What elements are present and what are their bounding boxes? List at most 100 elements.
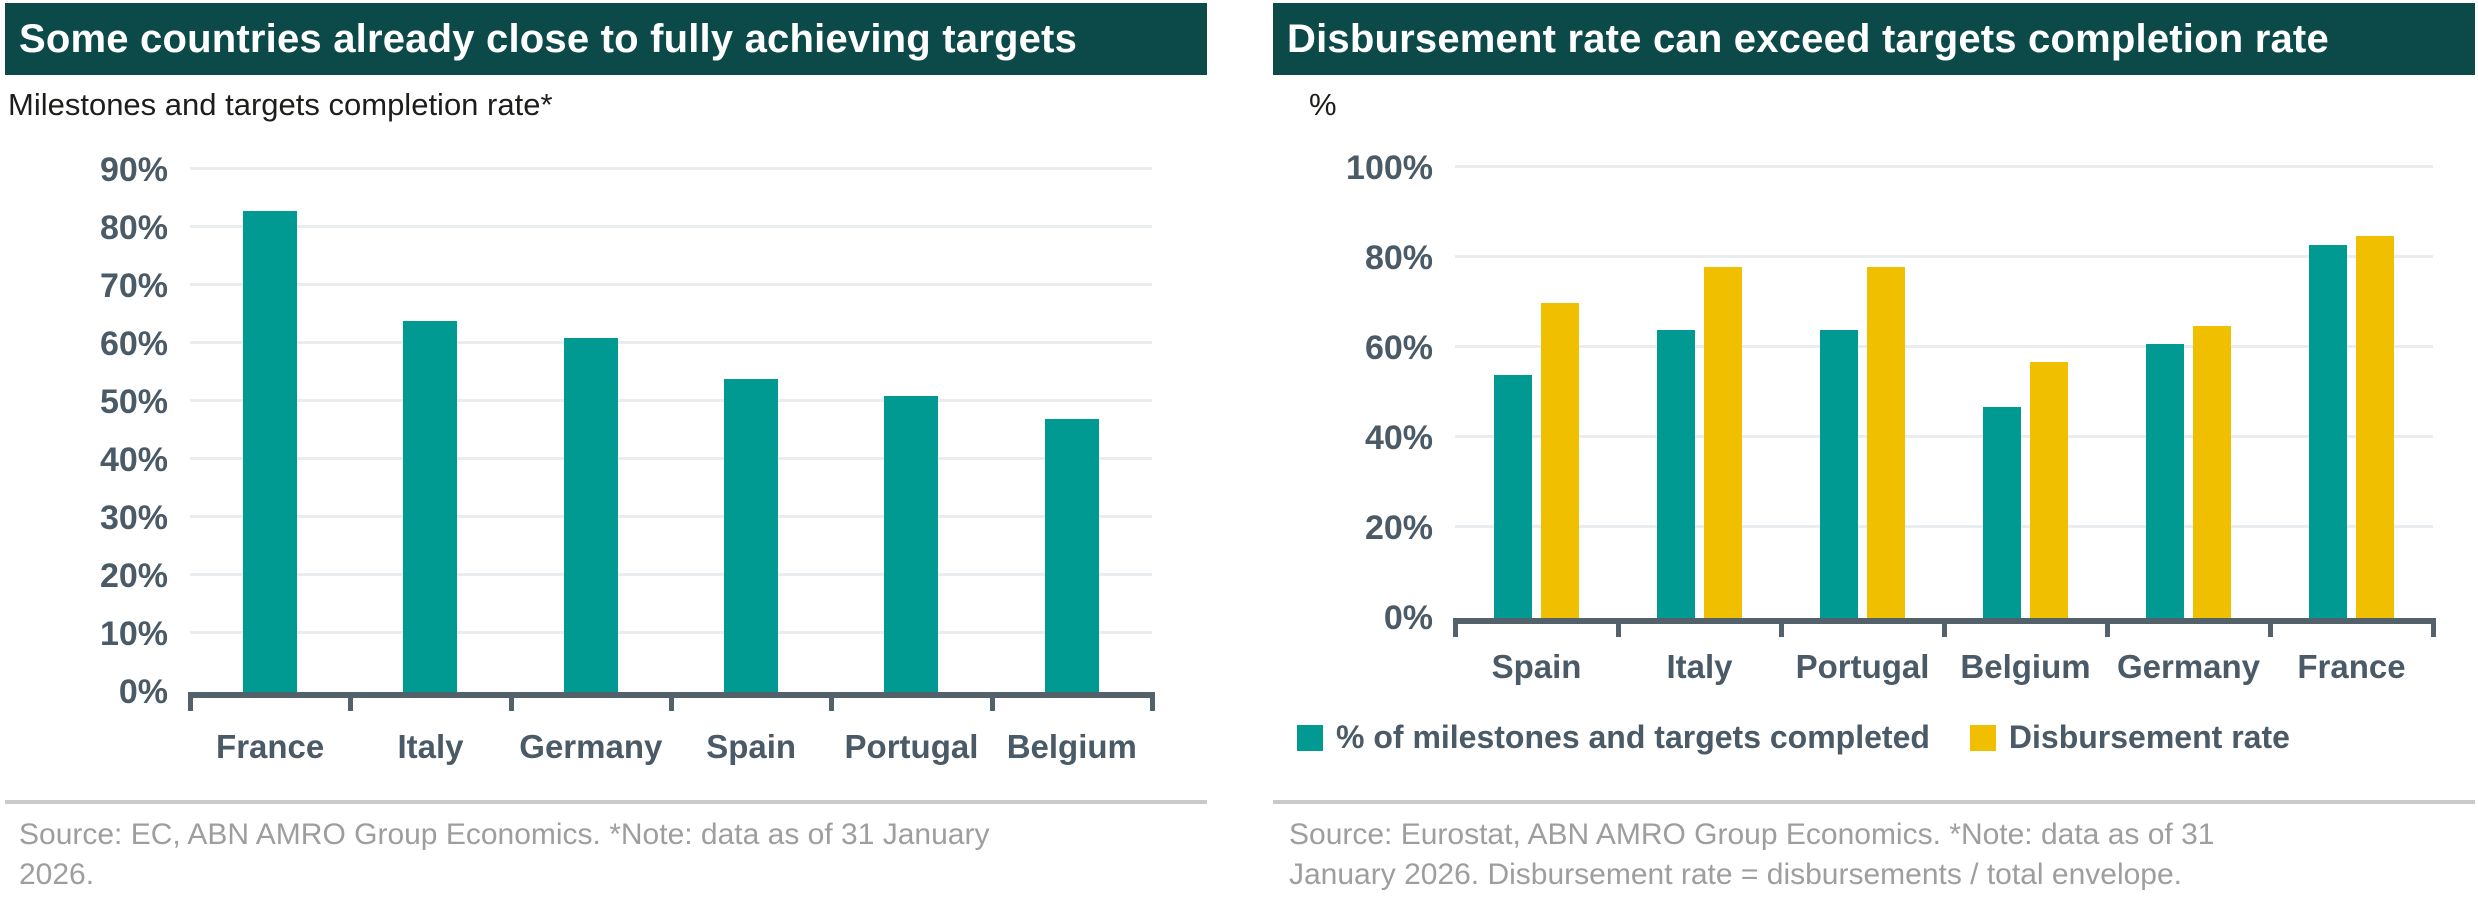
right-source-note: Source: Eurostat, ABN AMRO Group Economi… — [1289, 815, 2467, 895]
right-chart-y-axis: 100% 80% 60% 40% 20% 0% — [1273, 149, 1433, 637]
left-source-divider — [5, 800, 1207, 804]
x-label-france: France — [2297, 648, 2406, 685]
x-axis-tick-0 — [188, 692, 193, 711]
y-tick-label-20: 20% — [99, 557, 168, 596]
x-axis-tick-6 — [2431, 618, 2436, 637]
x-axis-tick-2 — [508, 692, 514, 711]
right-chart-legend: % of milestones and targets completed Dis… — [1297, 719, 2475, 756]
left-source-note: Source: EC, ABN AMRO Group Economics. *N… — [19, 815, 1199, 895]
bar-milestones-and-targets-completion-rate-spain — [724, 378, 779, 692]
left-source-line2: 2026. — [19, 858, 95, 891]
bar-group-belgium — [992, 170, 1152, 692]
legend-swatch-of-milestones-and-targets-completed — [1297, 724, 1323, 751]
right-bar-chart: 100% 80% 60% 40% 20% 0% Spain Italy Portugal Bel… — [1273, 3, 2475, 783]
bar-group-spain — [671, 170, 831, 692]
bar-of-milestones-and-targets-completed-germany — [2146, 343, 2184, 618]
bar-group-italy — [1618, 168, 1781, 618]
gridline-50 — [190, 399, 1152, 402]
x-label-belgium: Belgium — [1006, 728, 1137, 765]
left-bar-chart: 90% 80% 70% 60% 50% 40% 30% 20% 10% 0% France Ital… — [5, 3, 1207, 783]
bar-milestones-and-targets-completion-rate-france — [243, 210, 298, 692]
bar-disbursement-rate-italy — [1704, 267, 1742, 618]
y-tick-label-0: 0% — [1383, 599, 1433, 637]
y-tick-label-90: 90% — [99, 151, 168, 189]
left-chart-title-bar: Some countries already close to fully ac… — [5, 3, 1207, 75]
right-source-line2: January 2026. Disbursement rate = disbur… — [1289, 858, 2182, 891]
gridline-60 — [1455, 345, 2433, 348]
bar-disbursement-rate-germany — [2193, 325, 2231, 618]
bar-group-belgium — [1944, 168, 2107, 618]
x-label-spain: Spain — [1491, 648, 1582, 685]
bar-milestones-and-targets-completion-rate-germany — [563, 338, 618, 692]
y-tick-label-30: 30% — [99, 499, 168, 538]
x-axis-tick-2 — [1778, 618, 1784, 637]
x-label-belgium: Belgium — [1960, 648, 2091, 685]
bar-group-france — [190, 170, 350, 692]
bar-disbursement-rate-portugal — [1867, 267, 1905, 618]
bar-group-portugal — [831, 170, 991, 692]
right-chart-x-axis: Spain Italy Portugal Belgium Germany France — [1455, 645, 2433, 689]
left-chart-panel: Some countries already close to fully ac… — [5, 3, 1207, 903]
gridline-70 — [190, 283, 1152, 286]
y-tick-label-50: 50% — [99, 383, 168, 421]
legend-item-of-milestones-and-targets-completed: % of milestones and targets completed — [1297, 719, 1930, 756]
right-chart-plot-area — [1453, 165, 2436, 637]
gridline-20 — [1455, 525, 2433, 528]
gridline-90 — [190, 167, 1152, 170]
bar-of-milestones-and-targets-completed-belgium — [1983, 406, 2021, 618]
left-chart-subtitle: Milestones and targets completion rate* — [8, 87, 553, 122]
x-label-france: France — [216, 728, 325, 765]
gridline-40 — [1455, 435, 2433, 438]
bar-milestones-and-targets-completion-rate-portugal — [884, 396, 939, 692]
bar-milestones-and-targets-completion-rate-belgium — [1044, 419, 1099, 692]
right-chart-title-bar: Disbursement rate can exceed targets com… — [1273, 3, 2475, 75]
y-tick-label-40: 40% — [1364, 419, 1433, 457]
x-label-portugal: Portugal — [1795, 648, 1930, 685]
legend-swatch-disbursement-rate — [1969, 724, 1996, 751]
bar-of-milestones-and-targets-completed-france — [2309, 244, 2347, 618]
y-tick-label-80: 80% — [1364, 239, 1433, 277]
bar-group-portugal — [1781, 168, 1944, 618]
gridline-30 — [190, 515, 1152, 518]
right-chart-title: Disbursement rate can exceed targets com… — [1287, 16, 2329, 61]
y-tick-label-40: 40% — [99, 441, 168, 480]
gridline-100 — [1455, 165, 2433, 168]
bar-disbursement-rate-spain — [1541, 303, 1579, 618]
gridline-80 — [190, 225, 1152, 228]
left-chart-plot-area — [188, 167, 1155, 711]
bar-milestones-and-targets-completion-rate-italy — [403, 320, 458, 692]
bar-group-germany — [511, 170, 671, 692]
y-tick-label-70: 70% — [99, 267, 168, 305]
left-chart-x-axis: France Italy Germany Spain Portugal Belgium — [190, 725, 1152, 769]
x-axis-tick-0 — [1453, 618, 1458, 637]
left-chart-y-axis: 90% 80% 70% 60% 50% 40% 30% 20% 10% 0% — [5, 151, 168, 711]
bar-disbursement-rate-belgium — [2030, 361, 2068, 618]
left-chart-title: Some countries already close to fully ac… — [19, 16, 1078, 61]
y-tick-label-10: 10% — [99, 615, 168, 654]
bar-of-milestones-and-targets-completed-spain — [1494, 375, 1532, 618]
right-chart-panel: Disbursement rate can exceed targets com… — [1273, 3, 2475, 903]
gridline-20 — [190, 573, 1152, 576]
x-label-spain: Spain — [706, 728, 797, 765]
right-source-divider — [1273, 800, 2475, 804]
bar-of-milestones-and-targets-completed-portugal — [1820, 330, 1858, 618]
bar-of-milestones-and-targets-completed-italy — [1657, 330, 1695, 618]
x-axis-tick-5 — [2268, 618, 2273, 637]
x-label-italy: Italy — [1666, 648, 1733, 685]
gridline-40 — [190, 457, 1152, 460]
gridline-60 — [190, 341, 1152, 344]
legend-label-of-milestones-and-targets-completed: % of milestones and targets completed — [1336, 719, 1930, 755]
bar-group-spain — [1455, 168, 1618, 618]
y-tick-label-80: 80% — [99, 209, 168, 248]
x-axis-tick-1 — [1615, 618, 1621, 637]
right-source-line1: Source: Eurostat, ABN AMRO Group Economi… — [1289, 818, 2215, 851]
x-axis-tick-4 — [829, 692, 835, 711]
y-tick-label-60: 60% — [99, 325, 168, 364]
x-axis-tick-3 — [1942, 618, 1947, 637]
x-axis-tick-3 — [669, 692, 674, 711]
bar-groups — [190, 170, 1152, 692]
gridline-80 — [1455, 255, 2433, 258]
x-axis-tick-1 — [348, 692, 354, 711]
y-tick-label-0: 0% — [118, 673, 168, 711]
x-axis-tick-5 — [989, 692, 995, 711]
